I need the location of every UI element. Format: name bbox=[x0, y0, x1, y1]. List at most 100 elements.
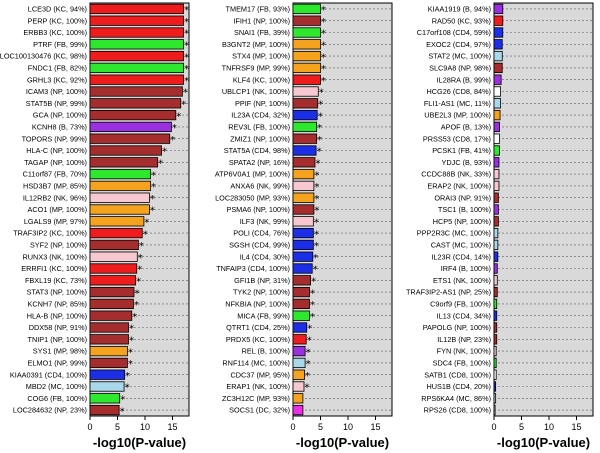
bar bbox=[493, 157, 500, 168]
bar-label: RAD50 (KC, 93%) bbox=[432, 16, 491, 25]
bar-label: SOCS1 (DC, 32%) bbox=[229, 406, 290, 415]
bar-label: STAT3 (NP, 100%) bbox=[27, 288, 87, 297]
bar-label: TNFRSF9 (MP, 99%) bbox=[222, 64, 290, 73]
bar bbox=[493, 15, 504, 26]
bar bbox=[493, 216, 499, 227]
bar-label: HCG26 (CD8, 84%) bbox=[427, 87, 491, 96]
bar-label: APOF (B, 13%) bbox=[441, 123, 491, 132]
significance-star: * bbox=[318, 100, 323, 111]
bar bbox=[292, 98, 319, 109]
significance-star: * bbox=[134, 300, 139, 311]
bar-label: ACO1 (MP, 100%) bbox=[28, 205, 87, 214]
bar bbox=[292, 310, 310, 321]
x-tick-label: 5 bbox=[115, 422, 120, 432]
bar-label: SNAI1 (FB, 39%) bbox=[234, 28, 290, 37]
bar-label: STAT5A (CD4, 98%) bbox=[224, 146, 290, 155]
significance-star: * bbox=[313, 265, 318, 276]
bar bbox=[89, 192, 150, 203]
significance-star: * bbox=[321, 17, 326, 28]
bar-label: STAT5B (NP, 99%) bbox=[26, 99, 87, 108]
bar-label: RUNX3 (NK, 100%) bbox=[23, 252, 87, 261]
bar bbox=[89, 157, 159, 168]
bar bbox=[493, 192, 499, 203]
x-tick-label: 15 bbox=[167, 422, 177, 432]
significance-star: * bbox=[120, 395, 125, 406]
bar bbox=[292, 345, 306, 357]
bar bbox=[493, 168, 500, 180]
bar-label: TNIP1 (NP, 100%) bbox=[28, 335, 87, 344]
bar-label: TOPORS (NP, 99%) bbox=[22, 134, 87, 143]
significance-star: * bbox=[305, 371, 310, 382]
bar-label: TYK2 (NP, 100%) bbox=[233, 288, 290, 297]
bar-label: ILF3 (NK, 99%) bbox=[240, 217, 290, 226]
bar bbox=[89, 263, 138, 274]
significance-star: * bbox=[170, 135, 175, 146]
significance-star: * bbox=[125, 383, 130, 394]
bar bbox=[292, 216, 314, 227]
bar bbox=[292, 322, 308, 333]
bar bbox=[89, 109, 177, 121]
significance-star: * bbox=[321, 76, 326, 87]
bar bbox=[89, 86, 183, 97]
bar bbox=[493, 369, 497, 380]
bar-label: B3GNT2 (MP, 100%) bbox=[222, 40, 290, 49]
bar bbox=[292, 192, 315, 203]
bar bbox=[493, 345, 497, 357]
bar bbox=[493, 204, 499, 215]
bar-label: SATB1 (CD8, 100%) bbox=[424, 370, 491, 379]
significance-star: * bbox=[321, 29, 326, 40]
significance-star: * bbox=[321, 64, 326, 75]
significance-star: * bbox=[136, 277, 141, 288]
bar bbox=[89, 50, 184, 62]
bar bbox=[292, 357, 306, 369]
bar bbox=[89, 121, 172, 133]
bar bbox=[493, 404, 496, 416]
significance-star: * bbox=[162, 147, 167, 158]
significance-star: * bbox=[120, 406, 125, 417]
bar bbox=[493, 3, 504, 15]
significance-star: * bbox=[314, 182, 319, 193]
bar bbox=[292, 263, 313, 274]
bar-label: TRAF3IP2 (KC, 100%) bbox=[13, 229, 87, 238]
bar-label: IL23R (CD4, 14%) bbox=[431, 252, 491, 261]
bar bbox=[89, 286, 135, 298]
bar bbox=[493, 227, 499, 239]
bar bbox=[493, 62, 503, 74]
bar-label: PRDX5 (KC, 100%) bbox=[226, 335, 290, 344]
bar-label: FLI1-AS1 (MC, 11%) bbox=[424, 99, 491, 108]
significance-star: * bbox=[317, 147, 322, 158]
x-axis-label: -log10(P-value) bbox=[93, 435, 186, 450]
bar bbox=[89, 15, 184, 26]
significance-star: * bbox=[307, 324, 312, 335]
chart-panel-1: LCE3D (KC, 94%) * PERP (KC, 100%) * ERBB3 (K… bbox=[0, 2, 190, 450]
bar bbox=[89, 404, 120, 416]
significance-star: * bbox=[129, 336, 134, 347]
bar-label: HLA-C (NP, 100%) bbox=[26, 146, 87, 155]
bar-label: HLA-B (NP, 100%) bbox=[27, 311, 87, 320]
significance-star: * bbox=[138, 253, 143, 264]
bar bbox=[292, 204, 315, 215]
bar bbox=[89, 334, 129, 345]
bar bbox=[493, 39, 503, 50]
bar bbox=[89, 393, 121, 404]
bar-label: LCE3D (KC, 94%) bbox=[28, 5, 87, 14]
bar bbox=[292, 286, 310, 298]
bar bbox=[292, 157, 316, 168]
bar bbox=[292, 133, 318, 144]
significance-star: * bbox=[184, 41, 189, 52]
bar-label: UBE2L3 (MP, 100%) bbox=[424, 111, 491, 120]
bar-label: ATP6V0A1 (MP, 100%) bbox=[215, 170, 290, 179]
significance-star: * bbox=[172, 123, 177, 134]
significance-star: * bbox=[314, 206, 319, 217]
bar-label: TSC1 (B, 100%) bbox=[438, 205, 491, 214]
bar bbox=[493, 322, 498, 333]
bar bbox=[89, 251, 138, 262]
significance-star: * bbox=[310, 312, 315, 323]
bar-label: IL23A (CD4, 32%) bbox=[231, 111, 290, 120]
bar-label: RPS6KA4 (MC, 86%) bbox=[421, 394, 491, 403]
bar bbox=[89, 180, 151, 192]
x-tick-label: 0 bbox=[491, 422, 496, 432]
bar-label: REV3L (FB, 100%) bbox=[228, 123, 290, 132]
significance-star: * bbox=[305, 383, 310, 394]
